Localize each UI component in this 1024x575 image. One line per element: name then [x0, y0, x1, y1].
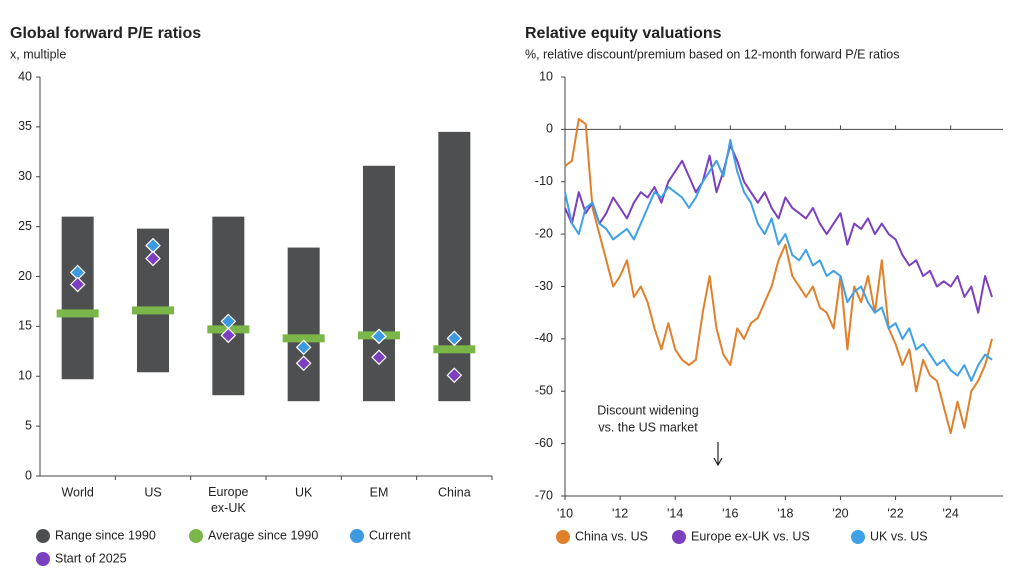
legend-swatch — [36, 552, 50, 566]
chart-subtitle: %, relative discount/premium based on 12… — [525, 47, 899, 61]
x-tick-label: China — [438, 485, 471, 499]
y-tick-label: 0 — [25, 468, 32, 482]
y-tick-label: 35 — [18, 119, 32, 133]
x-tick-label: US — [144, 485, 161, 499]
diamond-marker — [145, 250, 161, 267]
diamond-marker — [446, 367, 463, 384]
y-tick-label: -10 — [535, 174, 553, 188]
x-tick-label: '12 — [612, 506, 628, 520]
x-tick-label: World — [61, 485, 93, 499]
x-tick-label: '14 — [667, 506, 683, 520]
range-bar — [61, 216, 94, 380]
legend-swatch — [189, 529, 203, 543]
annotation-arrowhead — [713, 457, 723, 467]
y-tick-label: 10 — [18, 369, 32, 383]
average-marker — [132, 306, 174, 315]
range-bar — [212, 216, 245, 396]
diamond-marker — [295, 339, 312, 356]
legend-swatch — [350, 529, 364, 543]
range-bar — [363, 165, 395, 402]
legend-swatch — [556, 530, 570, 544]
y-tick-label: 15 — [18, 319, 32, 333]
average-marker — [282, 334, 325, 343]
annotation: vs. the US market — [598, 420, 698, 434]
annotation: Discount widening — [597, 403, 698, 417]
x-tick-label: '16 — [722, 506, 738, 520]
legend-label: UK vs. US — [870, 529, 928, 543]
y-tick-label: 10 — [539, 69, 553, 83]
legend-label: China vs. US — [575, 529, 648, 543]
y-tick-label: -50 — [535, 384, 553, 398]
legend-swatch — [672, 530, 686, 544]
legend-label: Average since 1990 — [208, 528, 318, 542]
diamond-marker — [69, 276, 86, 293]
y-tick-label: 40 — [18, 69, 32, 83]
y-tick-label: 30 — [18, 169, 32, 183]
x-tick-label: '24 — [943, 506, 959, 520]
y-tick-label: -20 — [535, 226, 553, 240]
diamond-marker — [295, 355, 312, 372]
x-tick-label: '10 — [557, 506, 573, 520]
diamond-marker — [371, 328, 387, 345]
x-tick-label: '20 — [832, 506, 848, 520]
y-tick-label: 20 — [18, 269, 32, 283]
line-series — [564, 138, 993, 382]
range-bar — [287, 247, 320, 402]
legend-label: Range since 1990 — [55, 528, 156, 542]
y-tick-label: 0 — [546, 122, 553, 136]
diamond-marker — [220, 327, 237, 344]
legend-swatch — [36, 529, 50, 543]
y-tick-label: -30 — [535, 279, 553, 293]
line-series — [564, 144, 993, 314]
x-tick-label: '18 — [777, 506, 793, 520]
y-tick-label: 5 — [25, 418, 32, 432]
y-tick-label: -40 — [535, 331, 553, 345]
x-tick-label: UK — [295, 485, 313, 499]
x-tick-label: EM — [370, 485, 389, 499]
chart-title: Global forward P/E ratios — [10, 25, 201, 42]
y-tick-label: 25 — [18, 219, 32, 233]
legend-label: Europe ex-UK vs. US — [691, 529, 810, 543]
diamond-marker — [446, 330, 463, 347]
y-tick-label: -70 — [535, 488, 553, 502]
x-tick-label: '22 — [887, 506, 903, 520]
legend-label: Current — [369, 528, 411, 542]
chart-title: Relative equity valuations — [525, 25, 722, 42]
y-tick-label: -60 — [535, 436, 553, 450]
line-series — [564, 117, 993, 435]
diamond-marker — [371, 349, 387, 366]
chart-subtitle: x, multiple — [10, 47, 66, 61]
legend-label: Start of 2025 — [55, 551, 127, 565]
average-marker — [56, 309, 99, 318]
average-marker — [433, 345, 476, 354]
x-tick-label: Europe ex-UK — [208, 485, 248, 515]
range-bar — [438, 131, 471, 402]
legend-swatch — [851, 530, 865, 544]
